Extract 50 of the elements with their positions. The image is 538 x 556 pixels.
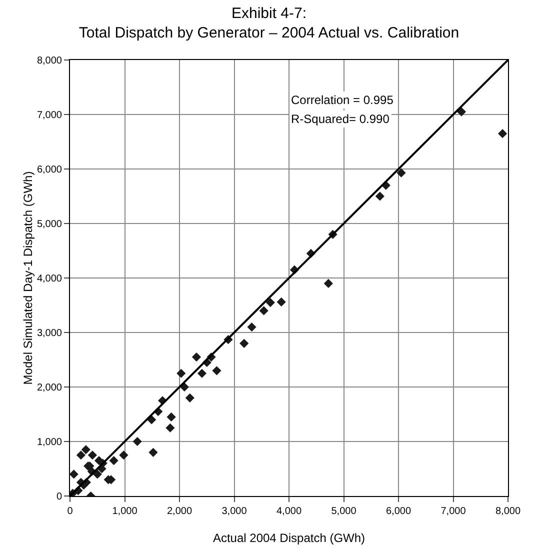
point xyxy=(88,450,97,460)
x-tick-label: 2,000 xyxy=(166,506,192,517)
point xyxy=(92,470,102,479)
point xyxy=(498,129,508,138)
x-tick-label: 4,000 xyxy=(276,506,302,517)
point xyxy=(197,368,206,378)
x-tick-label: 0 xyxy=(67,506,74,517)
x-tick-label: 6,000 xyxy=(386,506,412,517)
point xyxy=(109,456,118,466)
point xyxy=(375,192,384,201)
x-tick-label: 8,000 xyxy=(495,506,521,517)
x-tick-label: 5,000 xyxy=(331,506,357,517)
point xyxy=(276,297,286,307)
y-tick-label: 8,000 xyxy=(36,56,62,66)
y-tick-label: 1,000 xyxy=(36,437,62,448)
point xyxy=(396,168,406,178)
y-tick-label: 5,000 xyxy=(36,219,62,230)
chart-title: Exhibit 4-7: xyxy=(231,5,307,22)
point xyxy=(456,107,466,116)
point xyxy=(76,450,86,460)
point xyxy=(192,352,202,362)
point xyxy=(132,436,142,446)
annotation: R-Squared= 0.990 xyxy=(291,112,390,126)
point xyxy=(266,298,275,308)
y-tick-label: 6,000 xyxy=(36,164,62,176)
y-axis-title: Model Simulated Day-1 Dispatch (GWh) xyxy=(20,171,35,385)
point xyxy=(259,306,268,316)
point xyxy=(185,393,194,402)
point xyxy=(81,445,90,454)
point xyxy=(119,450,128,460)
x-tick-label: 7,000 xyxy=(440,506,466,517)
y-tick-label: 4,000 xyxy=(36,274,62,284)
y-tick-label: 7,000 xyxy=(36,110,62,121)
point xyxy=(176,368,186,378)
point xyxy=(166,423,175,432)
point xyxy=(166,412,176,422)
point xyxy=(148,448,158,457)
x-axis-title: Actual 2004 Dispatch (GWh) xyxy=(212,531,366,545)
y-tick-label: 0 xyxy=(56,492,62,502)
y-tick-label: 3,000 xyxy=(36,328,62,339)
x-tick-label: 1,000 xyxy=(112,506,138,517)
point xyxy=(212,366,222,376)
point xyxy=(324,278,333,288)
annotation: Correlation = 0.995 xyxy=(291,93,394,107)
point xyxy=(247,322,256,332)
y-tick-label: 2,000 xyxy=(36,382,62,394)
point xyxy=(70,470,78,479)
chart-subtitle: Total Dispatch by Generator – 2004 Actual vs. Calibration xyxy=(78,24,460,42)
point xyxy=(240,338,249,348)
x-tick-label: 3,000 xyxy=(222,506,248,517)
